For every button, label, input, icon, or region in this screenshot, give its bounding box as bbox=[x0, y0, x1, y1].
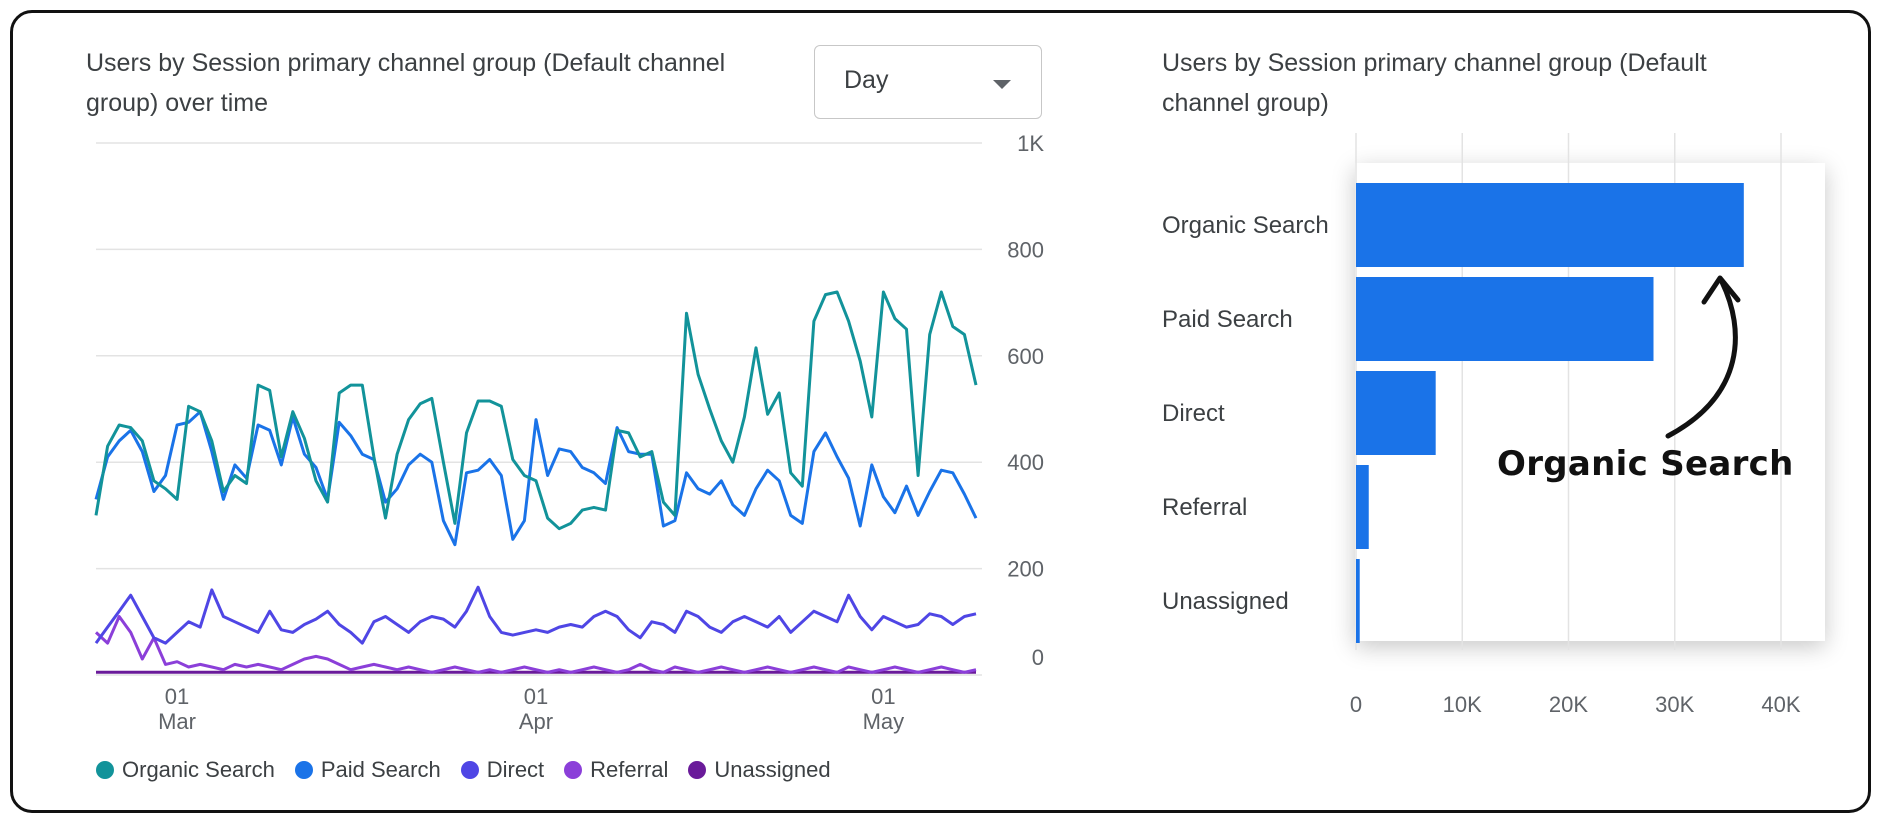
x-tick-month: Mar bbox=[158, 709, 196, 734]
legend-dot-icon bbox=[688, 761, 707, 779]
legend-item-unassigned[interactable]: Unassigned bbox=[688, 757, 831, 783]
bar-direct bbox=[1356, 371, 1436, 455]
legend-item-organic-search[interactable]: Organic Search bbox=[96, 757, 275, 783]
bar-unassigned bbox=[1356, 559, 1360, 643]
category-label: Direct bbox=[1162, 400, 1225, 427]
bar-organic-search bbox=[1356, 183, 1744, 267]
legend-dot-icon bbox=[460, 761, 479, 779]
series-line-paid-search bbox=[94, 410, 978, 547]
x-tick-day: 01 bbox=[871, 684, 895, 709]
x-tick-month: Apr bbox=[519, 709, 553, 734]
bar-chart-title: Users by Session primary channel group (… bbox=[1162, 49, 1707, 117]
granularity-dropdown[interactable]: Day bbox=[814, 45, 1042, 119]
y-tick-label: 200 bbox=[1007, 557, 1044, 582]
legend-dot-icon bbox=[96, 761, 114, 779]
x-tick-label: 40K bbox=[1761, 692, 1800, 717]
x-tick-label: 20K bbox=[1549, 692, 1588, 717]
bar-paid-search bbox=[1356, 277, 1654, 361]
legend-label: Referral bbox=[590, 757, 669, 782]
legend-item-paid-search[interactable]: Paid Search bbox=[294, 757, 441, 783]
legend-dot-icon bbox=[294, 761, 313, 779]
y-tick-label: 600 bbox=[1007, 344, 1044, 369]
legend-item-direct[interactable]: Direct bbox=[460, 757, 545, 783]
x-tick-label: 0 bbox=[1350, 692, 1362, 717]
category-label: Paid Search bbox=[1162, 306, 1293, 333]
x-tick-label: 10K bbox=[1443, 692, 1482, 717]
category-label: Unassigned bbox=[1162, 588, 1289, 615]
y-tick-label: 1K bbox=[1017, 131, 1044, 156]
legend-label: Unassigned bbox=[714, 757, 831, 782]
chevron-down-icon bbox=[993, 80, 1011, 89]
x-tick-month: May bbox=[863, 709, 905, 734]
legend-dot-icon bbox=[564, 761, 583, 779]
x-tick-label: 30K bbox=[1655, 692, 1694, 717]
x-tick-day: 01 bbox=[524, 684, 548, 709]
legend-label: Paid Search bbox=[320, 757, 441, 782]
legend-item-referral[interactable]: Referral bbox=[564, 757, 668, 783]
series-line-referral bbox=[94, 615, 977, 674]
category-label: Organic Search bbox=[1162, 212, 1329, 239]
legend-label: Direct bbox=[486, 757, 545, 782]
granularity-dropdown-label: Day bbox=[844, 66, 889, 94]
line-chart-title: Users by Session primary channel group (… bbox=[86, 49, 726, 117]
y-tick-label: 400 bbox=[1007, 450, 1044, 475]
y-tick-label: 0 bbox=[1032, 645, 1044, 670]
x-tick-day: 01 bbox=[165, 684, 189, 709]
y-tick-label: 800 bbox=[1007, 237, 1044, 262]
bar-referral bbox=[1356, 465, 1369, 549]
category-label: Referral bbox=[1162, 494, 1247, 521]
series-line-organic-search bbox=[94, 290, 978, 531]
series-line-direct bbox=[94, 585, 977, 645]
line-chart-legend: Organic Search Paid Search Direct Referral U… bbox=[96, 757, 831, 783]
legend-label: Organic Search bbox=[122, 757, 275, 782]
bar-chart-annotation: Organic Search bbox=[1497, 444, 1794, 484]
